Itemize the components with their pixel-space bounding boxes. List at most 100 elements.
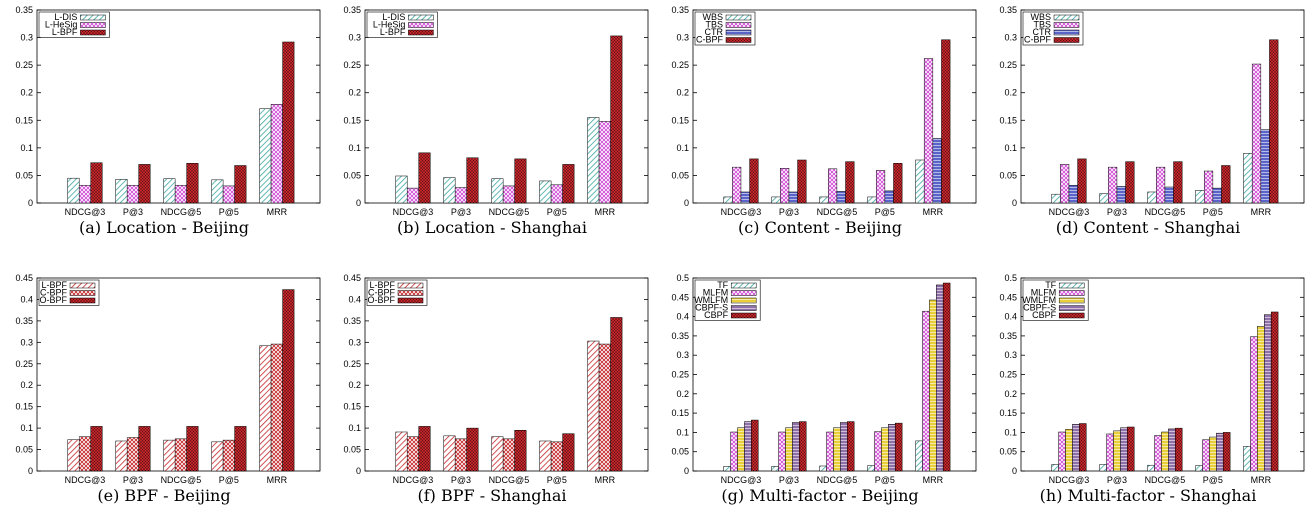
bar-wmlfm-ndcg3 — [1065, 429, 1073, 472]
x-tick-label: MRR — [923, 475, 944, 485]
bar-tbs-ndcg3 — [732, 166, 742, 204]
y-tick-label: 0.15 — [671, 408, 689, 418]
bar-c-bpf-ndcg3 — [406, 436, 419, 472]
x-tick-label: NDCG@3 — [393, 207, 434, 217]
x-tick-label: NDCG@3 — [721, 207, 762, 217]
legend-swatch — [1053, 22, 1080, 28]
bar-tbs-ndcg5 — [828, 168, 838, 204]
legend-label: L-DIS — [54, 12, 77, 22]
bar-tf-ndcg3 — [723, 466, 731, 472]
x-tick-label: P@3 — [123, 475, 143, 485]
legend-swatch — [730, 312, 757, 319]
y-tick-label: 0.3 — [1004, 33, 1017, 43]
y-tick-label: 0.35 — [999, 331, 1017, 341]
bar-l-bpf-p5 — [211, 441, 224, 472]
legend-label: C-BPF — [1024, 35, 1052, 45]
y-tick-label: 0.1 — [1004, 143, 1017, 153]
bar-o-bpf-mrr — [610, 317, 623, 472]
bar-c-bpf-p5 — [550, 441, 563, 472]
chart-panel-8: 0 0.05 0.1 0.15 0.2 0.25 0.3 0.35 0.4 0.45 0.5 NDCG… — [984, 268, 1312, 532]
bar-tbs-p5 — [875, 170, 886, 204]
y-tick-label: 0.15 — [343, 115, 361, 125]
legend-label: TF — [1045, 280, 1056, 290]
bar-cbpf-s-p5 — [1216, 432, 1224, 472]
legend-swatch — [1053, 14, 1080, 21]
bar-chart: 0 0.05 0.1 0.15 0.2 0.25 0.3 0.35 0.4 0.45 0.5 NDCG… — [671, 273, 977, 485]
bar-chart: 0 0.05 0.1 0.15 0.2 0.25 0.3 0.35 NDCG@3 P@3 NDCG@… — [15, 5, 321, 217]
bar-cbpf-p3 — [799, 421, 807, 472]
x-tick-label: MRR — [1251, 207, 1272, 217]
bar-tf-p3 — [771, 466, 779, 472]
bar-l-dis-p3 — [115, 179, 128, 204]
bar-l-dis-ndcg3 — [67, 177, 80, 204]
y-tick-label: 0.25 — [343, 359, 361, 369]
bar-ctr-ndcg5 — [836, 191, 846, 204]
y-tick-label: 0.3 — [676, 33, 689, 43]
bar-ctr-ndcg3 — [1068, 185, 1078, 204]
bar-l-hesig-p5 — [222, 185, 235, 204]
y-tick-label: 0.25 — [15, 60, 33, 70]
x-tick-label: MRR — [267, 475, 288, 485]
y-tick-label: 0.45 — [343, 273, 361, 283]
x-tick-label: P@3 — [1107, 475, 1127, 485]
bar-wmlfm-mrr — [1257, 326, 1265, 472]
y-tick-label: 0.4 — [348, 294, 361, 304]
bar-c-bpf-ndcg5 — [502, 438, 515, 472]
legend-swatch — [80, 14, 106, 21]
bar-cbpf-s-p3 — [792, 422, 800, 472]
bar-tbs-p3 — [1108, 166, 1118, 204]
legend-swatch — [1053, 29, 1080, 36]
legend-label: O-BPF — [367, 295, 395, 305]
bar-c-bpf-mrr — [941, 39, 951, 204]
legend-label: L-BPF — [369, 280, 395, 290]
x-tick-label: NDCG@5 — [1145, 207, 1186, 217]
chart-panel-5: 0 0.05 0.1 0.15 0.2 0.25 0.3 0.35 0.4 0.45 NDCG@3 P… — [0, 268, 328, 532]
bar-l-hesig-mrr — [270, 104, 283, 204]
bar-mlfm-p3 — [1106, 433, 1114, 472]
y-tick-label: 0.5 — [676, 273, 689, 283]
bar-c-bpf-p3 — [1125, 161, 1135, 204]
chart-panel-2: 0 0.05 0.1 0.15 0.2 0.25 0.3 0.35 NDCG@3 P@3 NDCG@… — [328, 0, 656, 264]
bar-wmlfm-ndcg5 — [1161, 431, 1169, 472]
y-tick-label: 0.15 — [15, 402, 33, 412]
y-tick-label: 0.1 — [20, 423, 33, 433]
bar-ctr-mrr — [932, 138, 942, 204]
bar-tbs-mrr — [923, 58, 934, 204]
y-tick-label: 0.35 — [999, 5, 1017, 15]
bar-l-hesig-ndcg3 — [406, 187, 419, 204]
y-tick-label: 0.2 — [348, 380, 361, 390]
bar-ctr-ndcg5 — [1164, 186, 1174, 204]
bar-c-bpf-p5 — [1221, 165, 1231, 204]
bar-l-bpf-p5 — [234, 165, 247, 204]
y-tick-label: 0.15 — [15, 115, 33, 125]
y-tick-label: 0.35 — [15, 5, 33, 15]
x-tick-label: MRR — [267, 207, 288, 217]
y-tick-label: 0.35 — [343, 316, 361, 326]
bar-cbpf-s-ndcg5 — [840, 422, 848, 472]
chart-caption: (a) Location - Beijing — [79, 218, 249, 237]
legend-label: C-BPF — [40, 288, 68, 298]
legend-swatch — [730, 297, 757, 304]
legend-swatch — [725, 14, 752, 21]
bar-cbpf-s-ndcg3 — [1072, 424, 1080, 472]
y-tick-label: 0 — [28, 198, 33, 208]
x-tick-label: P@3 — [779, 207, 799, 217]
legend-swatch — [1058, 312, 1085, 319]
bar-l-dis-ndcg5 — [491, 178, 504, 204]
y-tick-label: 0.05 — [999, 170, 1017, 180]
bar-l-dis-p3 — [443, 177, 456, 204]
y-tick-label: 0.3 — [1004, 350, 1017, 360]
bar-l-dis-p5 — [211, 179, 224, 204]
y-tick-label: 0.25 — [15, 359, 33, 369]
bar-l-bpf-mrr — [259, 345, 272, 472]
y-tick-label: 0.25 — [343, 60, 361, 70]
legend-swatch — [80, 29, 106, 36]
bar-cbpf-mrr — [942, 282, 951, 472]
bar-tf-ndcg5 — [819, 465, 827, 472]
bar-tbs-ndcg5 — [1156, 166, 1166, 204]
y-tick-label: 0.2 — [348, 88, 361, 98]
bar-mlfm-ndcg3 — [1058, 431, 1066, 472]
bar-ctr-p3 — [1116, 186, 1126, 204]
y-tick-label: 0.1 — [1004, 427, 1017, 437]
legend-swatch — [80, 22, 106, 28]
